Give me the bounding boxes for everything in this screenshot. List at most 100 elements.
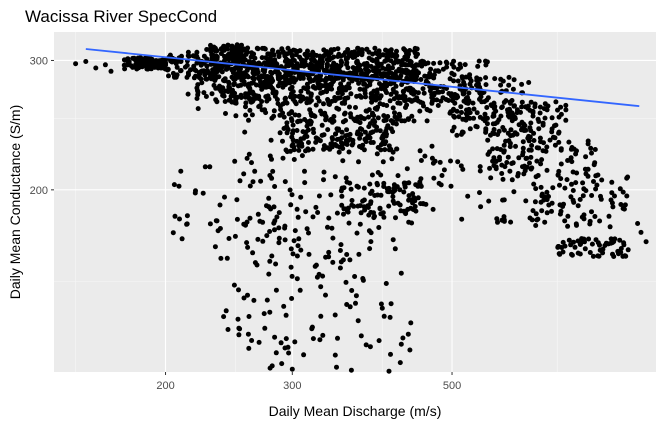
data-point — [511, 103, 517, 109]
data-point — [406, 219, 412, 225]
data-point — [203, 94, 209, 99]
data-point — [320, 59, 325, 65]
data-point — [313, 102, 319, 108]
data-point — [283, 95, 288, 101]
data-point — [471, 106, 477, 112]
data-point — [257, 103, 263, 109]
data-point — [245, 331, 251, 337]
data-point — [284, 149, 290, 155]
data-point — [264, 98, 270, 104]
data-point — [585, 138, 591, 144]
data-point — [312, 113, 318, 119]
data-point — [563, 107, 569, 113]
data-point — [575, 203, 581, 209]
data-point — [306, 140, 311, 145]
data-point — [290, 96, 296, 102]
data-point — [245, 292, 250, 298]
data-point — [191, 63, 197, 69]
data-point — [255, 211, 261, 217]
data-point — [195, 106, 201, 112]
data-point — [454, 132, 460, 138]
data-point — [449, 94, 455, 100]
data-point — [345, 65, 351, 71]
data-point — [462, 62, 468, 68]
data-point — [224, 255, 230, 261]
data-point — [381, 313, 387, 319]
data-point — [459, 110, 464, 115]
data-point — [549, 129, 555, 135]
data-point — [312, 263, 318, 269]
data-point — [339, 129, 345, 135]
data-point — [339, 185, 345, 191]
trend-line — [85, 48, 640, 108]
data-point — [305, 48, 310, 54]
data-point — [364, 46, 370, 52]
data-point — [238, 92, 244, 98]
data-point — [289, 273, 295, 279]
data-point — [287, 70, 292, 76]
data-point — [331, 47, 337, 52]
data-point — [421, 90, 427, 96]
data-point — [400, 88, 406, 94]
data-point — [231, 48, 237, 54]
data-point — [465, 193, 471, 199]
data-point — [537, 110, 543, 116]
data-point — [261, 45, 267, 51]
data-point — [324, 61, 330, 67]
data-point — [301, 352, 307, 358]
data-point — [374, 180, 380, 186]
data-point — [532, 199, 538, 205]
data-point — [275, 49, 281, 55]
data-point — [294, 128, 300, 133]
data-point — [376, 338, 382, 344]
data-point — [241, 221, 247, 227]
data-point — [398, 270, 404, 276]
data-point — [458, 104, 464, 110]
data-point — [408, 320, 414, 326]
data-point — [286, 59, 292, 65]
data-point — [598, 193, 603, 199]
data-point — [352, 274, 358, 279]
data-point — [270, 87, 276, 93]
data-point — [542, 115, 548, 121]
data-point — [484, 105, 490, 110]
data-point — [276, 210, 282, 216]
data-point — [416, 70, 421, 76]
data-point — [292, 228, 298, 234]
data-point — [394, 115, 400, 121]
data-point — [378, 172, 384, 178]
data-point — [403, 180, 409, 186]
data-point — [526, 80, 532, 85]
data-point — [526, 138, 532, 144]
data-point — [186, 53, 192, 59]
data-point — [302, 168, 307, 174]
data-point — [355, 46, 361, 51]
data-point — [493, 108, 499, 114]
data-point — [530, 113, 536, 119]
data-point — [468, 78, 474, 84]
data-point — [125, 56, 131, 62]
data-point — [378, 211, 384, 217]
data-point — [225, 89, 231, 95]
data-point — [271, 108, 277, 114]
data-point — [476, 81, 481, 87]
data-point — [620, 253, 626, 259]
data-point — [441, 167, 447, 173]
data-point — [618, 202, 624, 207]
data-point — [488, 175, 494, 181]
data-point — [482, 111, 488, 117]
data-point — [236, 332, 242, 338]
data-point — [454, 108, 460, 114]
data-point — [492, 121, 498, 127]
data-point — [312, 58, 318, 64]
data-point — [238, 82, 244, 88]
data-point — [397, 360, 403, 366]
data-point — [284, 120, 290, 126]
data-point — [326, 215, 332, 221]
data-point — [231, 67, 237, 73]
data-point — [313, 135, 319, 141]
data-point — [317, 82, 322, 88]
data-point — [617, 186, 623, 192]
data-point — [292, 112, 298, 118]
data-point — [333, 96, 339, 102]
